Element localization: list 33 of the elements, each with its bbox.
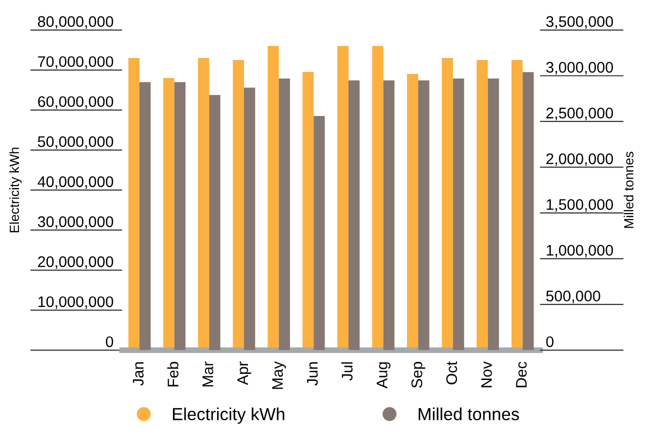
y2-axis-title: Milled tonnes bbox=[624, 152, 634, 228]
y-tick-label: 80,000,000 bbox=[38, 16, 114, 29]
y-tick-label: 0 bbox=[106, 336, 114, 348]
y2-tick-label: 2,000,000 bbox=[546, 153, 613, 166]
y-tick-label: 20,000,000 bbox=[38, 256, 114, 269]
y2-tick-label: 3,500,000 bbox=[546, 16, 613, 29]
y2-tick-label: 3,000,000 bbox=[546, 62, 613, 75]
y-tick-label: 10,000,000 bbox=[38, 296, 114, 309]
y-axis-title: Electricity kWh bbox=[9, 148, 22, 232]
x-tick-label: Oct bbox=[446, 361, 458, 384]
x-tick-label: Jun bbox=[307, 362, 318, 386]
y2-tick-label: 500,000 bbox=[546, 290, 600, 304]
x-tick-label: Mar bbox=[202, 362, 214, 386]
x-tick-label: Feb bbox=[167, 362, 178, 386]
legend-label: Milled tonnes bbox=[418, 408, 519, 420]
y2-tick-label: 1,500,000 bbox=[546, 199, 613, 212]
y-tick-label: 70,000,000 bbox=[38, 56, 114, 69]
y2-tick-label: 0 bbox=[546, 336, 554, 348]
y-tick-label: 40,000,000 bbox=[38, 176, 114, 189]
x-tick-label: Jul bbox=[341, 362, 353, 381]
y-tick-label: 60,000,000 bbox=[38, 96, 114, 109]
x-tick-label: Nov bbox=[481, 361, 492, 388]
x-tick-label: Jan bbox=[132, 362, 144, 386]
x-tick-label: May bbox=[272, 361, 286, 389]
y-tick-label: 30,000,000 bbox=[38, 216, 114, 229]
y2-tick-label: 1,000,000 bbox=[546, 244, 613, 258]
x-tick-label: Aug bbox=[376, 362, 390, 388]
x-tick-label: Dec bbox=[516, 362, 527, 388]
y-tick-label: 50,000,000 bbox=[38, 136, 114, 149]
legend-label: Electricity kWh bbox=[172, 408, 284, 424]
x-tick-label: Sep bbox=[411, 362, 426, 388]
y2-tick-label: 2,500,000 bbox=[546, 108, 613, 120]
x-tick-label: Apr bbox=[237, 362, 252, 386]
